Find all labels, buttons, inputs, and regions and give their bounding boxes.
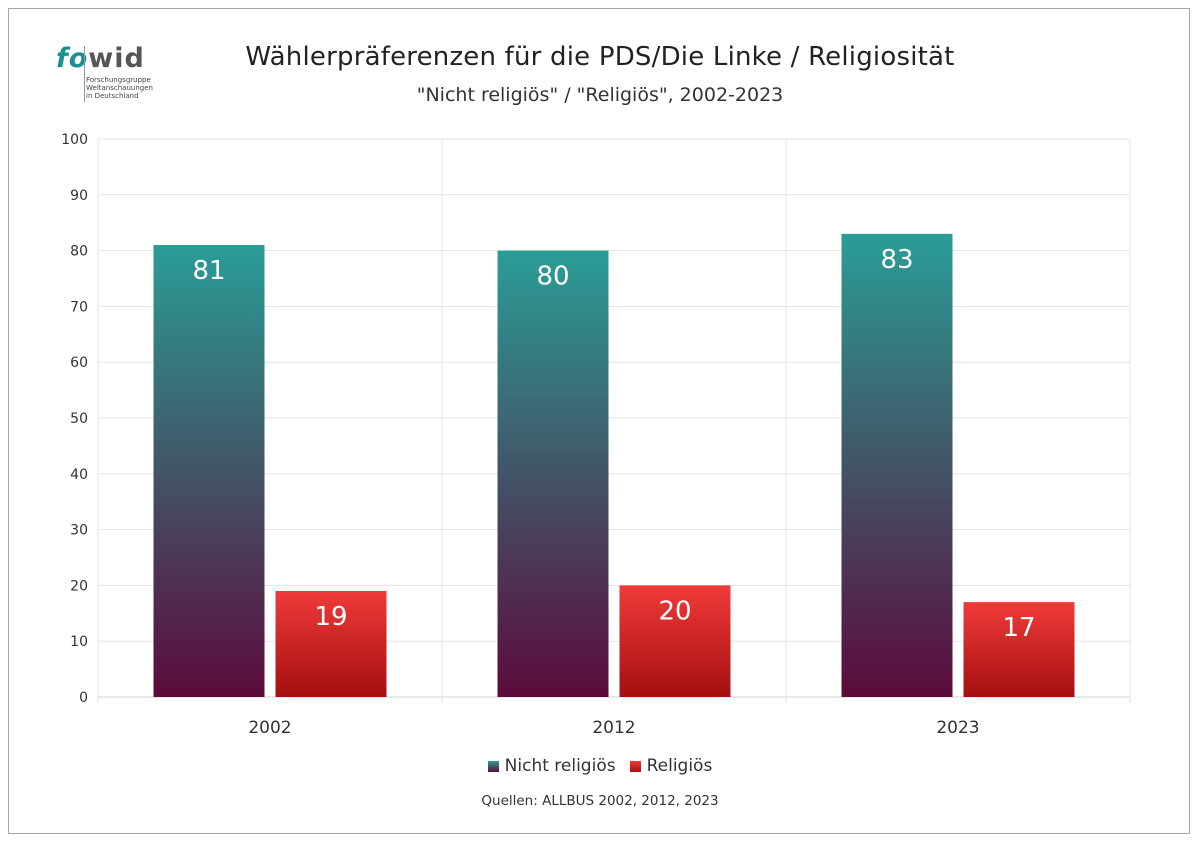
y-tick-label-90: 90 — [70, 188, 88, 204]
source-note: Quellen: ALLBUS 2002, 2012, 2023 — [481, 793, 719, 809]
legend-swatch-religioes — [629, 760, 641, 772]
data-label-religioes-2002: 19 — [314, 602, 347, 632]
y-tick-label-60: 60 — [70, 355, 88, 371]
logo-wordmark: fowid — [56, 43, 145, 74]
data-label-religioes-2012: 20 — [658, 596, 691, 626]
y-tick-label-70: 70 — [70, 299, 88, 315]
y-tick-label-0: 0 — [79, 690, 88, 706]
fowid-logo: fowid Forschungsgruppe Weltanschauungen … — [56, 44, 166, 106]
y-tick-label-20: 20 — [70, 578, 88, 594]
x-tick-label-2023: 2023 — [936, 718, 979, 738]
y-tick-label-50: 50 — [70, 411, 88, 427]
legend-label-nicht-religioes: Nicht religiös — [504, 756, 616, 776]
bar-religioes-2012 — [619, 585, 731, 697]
x-tick-label-2012: 2012 — [592, 718, 635, 738]
legend-item-religioes: Religiös — [629, 756, 713, 776]
data-label-nicht-religioes-2023: 83 — [880, 245, 913, 275]
y-tick-label-30: 30 — [70, 523, 88, 539]
bar-religioes-2023 — [963, 602, 1075, 697]
y-tick-label-100: 100 — [61, 132, 88, 148]
chart-legend: Nicht religiös Religiös — [0, 756, 1200, 776]
logo-subtitle: Forschungsgruppe Weltanschauungen in Deu… — [86, 76, 153, 100]
data-label-nicht-religioes-2012: 80 — [536, 262, 569, 292]
bar-nicht-religioes-2002 — [153, 245, 265, 697]
bar-religioes-2002 — [275, 590, 387, 697]
logo-divider — [84, 46, 85, 102]
legend-swatch-nicht-religioes — [487, 760, 499, 772]
x-tick-label-2002: 2002 — [248, 718, 291, 738]
data-label-religioes-2023: 17 — [1002, 613, 1035, 643]
legend-item-nicht-religioes: Nicht religiös — [487, 756, 616, 776]
y-tick-label-40: 40 — [70, 467, 88, 483]
chart-subtitle: "Nicht religiös" / "Religiös", 2002-2023 — [416, 84, 784, 106]
legend-label-religioes: Religiös — [646, 756, 713, 776]
y-tick-label-10: 10 — [70, 634, 88, 650]
chart-title: Wählerpräferenzen für die PDS/Die Linke … — [245, 42, 955, 72]
bar-nicht-religioes-2012 — [497, 250, 609, 697]
bar-nicht-religioes-2023 — [841, 233, 953, 698]
y-tick-label-80: 80 — [70, 244, 88, 260]
data-label-nicht-religioes-2002: 81 — [192, 256, 225, 286]
